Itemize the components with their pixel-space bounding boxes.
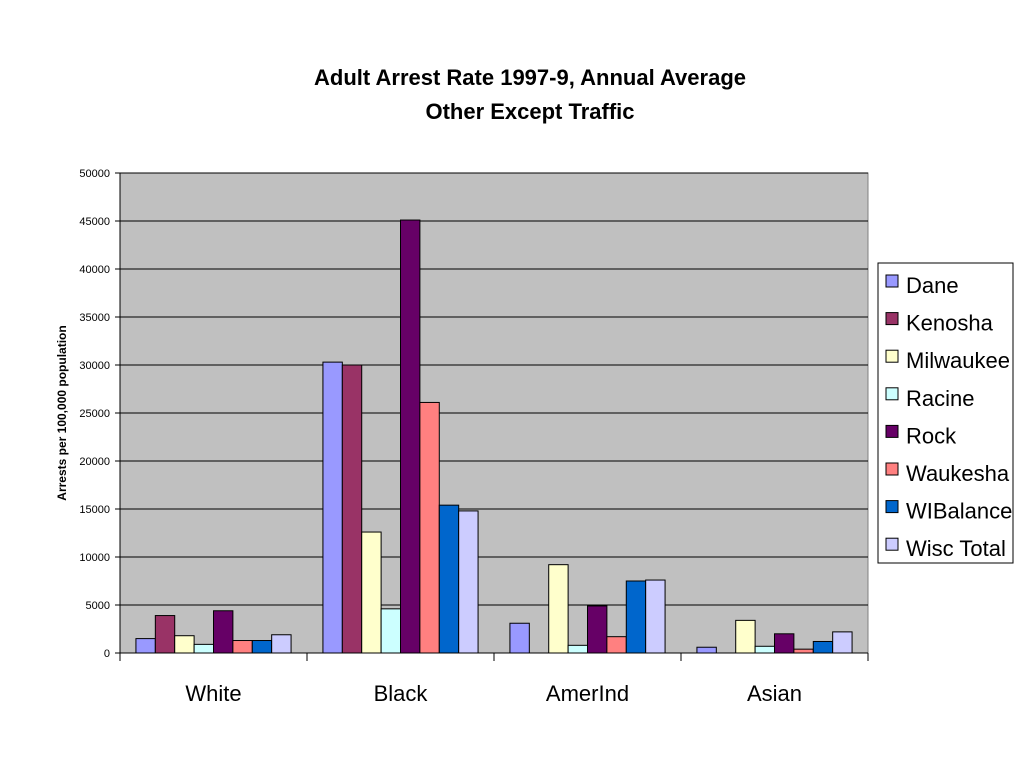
chart-title: Adult Arrest Rate 1997-9, Annual Average (314, 65, 746, 90)
bar-racine-black (380, 608, 401, 654)
y-tick-label: 50000 (79, 168, 110, 180)
legend-label: Milwaukee (906, 348, 1010, 373)
bar-dane-asian (696, 646, 717, 654)
bar-wisc-total-black (458, 510, 479, 654)
bar-milwaukee-black (361, 531, 382, 654)
y-tick-label: 45000 (79, 216, 110, 228)
legend-swatch (885, 500, 899, 514)
bar-dane-black (322, 361, 343, 654)
legend-label: Wisc Total (906, 536, 1006, 561)
chart-subtitle: Other Except Traffic (425, 99, 634, 124)
bar-rock-white (213, 610, 234, 654)
x-tick-labels: White Black AmerInd Asian (185, 681, 802, 706)
y-tick-label: 25000 (79, 408, 110, 420)
bar-wibalance-amerind (625, 580, 647, 654)
bar-racine-asian (754, 645, 775, 654)
y-tick-label: 40000 (79, 264, 110, 276)
legend-label: Dane (906, 273, 959, 298)
bar-rock-amerind (587, 605, 608, 654)
bar-wisc-total-asian (832, 631, 853, 654)
legend-label: WIBalance (906, 499, 1012, 524)
bar-dane-white (135, 638, 156, 654)
bar-wibalance-white (251, 640, 273, 654)
legend-label: Waukesha (906, 461, 1010, 486)
y-tick-label: 0 (104, 648, 110, 660)
legend-swatch (885, 424, 899, 438)
legend-swatch (885, 387, 899, 401)
bar-dane-amerind (509, 622, 530, 654)
legend-label: Racine (906, 386, 974, 411)
bar-wibalance-asian (812, 640, 834, 654)
bar-wisc-total-white (271, 634, 292, 654)
legend-label: Kenosha (906, 311, 994, 336)
bar-racine-white (193, 643, 214, 654)
y-tick-label: 35000 (79, 312, 110, 324)
y-tick-label: 15000 (79, 504, 110, 516)
bar-kenosha-white (154, 615, 176, 654)
legend-swatch (885, 462, 899, 476)
axes (115, 172, 869, 661)
x-tick-label: Black (374, 681, 429, 706)
bar-wibalance-black (438, 504, 460, 654)
legend-box (877, 262, 1014, 564)
bar-racine-amerind (567, 644, 588, 654)
legend: Dane Kenosha Milwaukee Racine Rock Waukesha WI… (877, 262, 1014, 564)
bar-rock-black (400, 219, 421, 654)
x-tick-label: White (185, 681, 241, 706)
bar-rock-asian (774, 633, 795, 654)
bar-waukesha-amerind (606, 636, 627, 654)
legend-swatch (885, 349, 899, 363)
bar-waukesha-white (232, 640, 253, 654)
bar-waukesha-asian (793, 648, 814, 654)
bar-wisc-total-amerind (645, 579, 666, 654)
bar-kenosha-black (341, 364, 363, 654)
y-tick-label: 10000 (79, 552, 110, 564)
legend-swatch (885, 312, 899, 326)
y-axis-label: Arrests per 100,000 population (55, 325, 69, 500)
legend-swatch (885, 537, 899, 551)
x-tick-label: Asian (747, 681, 802, 706)
legend-swatch (885, 274, 899, 288)
y-tick-label: 5000 (86, 600, 110, 612)
bar-milwaukee-white (174, 635, 195, 654)
gridlines (120, 172, 868, 606)
bar-waukesha-black (419, 401, 440, 654)
y-tick-label: 20000 (79, 456, 110, 468)
legend-label: Rock (906, 423, 957, 448)
y-tick-labels: 0 5000 10000 15000 20000 25000 30000 35000 40000… (79, 168, 110, 660)
y-tick-label: 30000 (79, 360, 110, 372)
bar-milwaukee-asian (735, 619, 756, 654)
bars (135, 219, 853, 654)
bar-milwaukee-amerind (548, 564, 569, 654)
x-tick-label: AmerInd (546, 681, 629, 706)
